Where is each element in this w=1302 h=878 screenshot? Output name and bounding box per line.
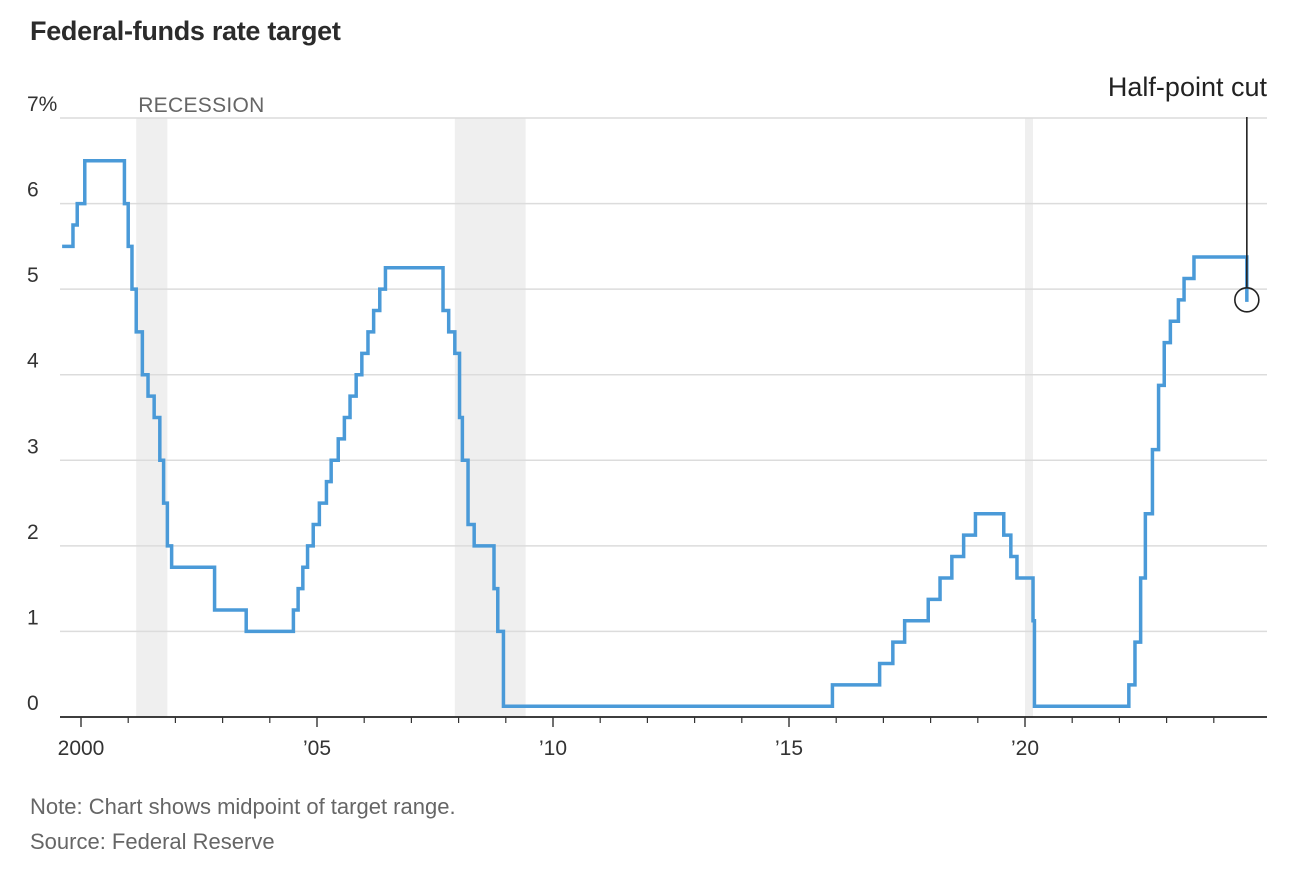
series — [62, 159, 1249, 709]
x-tick-label: ’10 — [539, 737, 567, 760]
x-tick-label: ’20 — [1011, 737, 1039, 760]
x-axis-labels: 2000 ’05 ’10 ’15 ’20 — [58, 737, 1039, 760]
y-tick-label: 6 — [27, 179, 39, 202]
annotation-label: Half-point cut — [1108, 72, 1268, 102]
recession-band — [454, 118, 526, 717]
chart-note: Note: Chart shows midpoint of target ran… — [30, 794, 456, 819]
y-tick-label: 5 — [27, 264, 39, 287]
chart-title: Federal-funds rate target — [30, 16, 341, 46]
x-tick-label: ’15 — [775, 737, 803, 760]
x-tick-label: ’05 — [303, 737, 331, 760]
y-axis-labels: 0 1 2 3 4 5 6 7% — [27, 93, 57, 715]
y-tick-label: 7% — [27, 93, 57, 116]
gridlines — [60, 117, 1267, 633]
recession-band — [136, 118, 168, 717]
y-tick-label: 3 — [27, 435, 39, 458]
y-tick-label: 0 — [27, 692, 39, 715]
recession-band — [1025, 118, 1034, 717]
x-axis — [60, 716, 1267, 727]
y-tick-label: 1 — [27, 606, 39, 629]
annotation-marker — [1234, 287, 1260, 313]
chart-source: Source: Federal Reserve — [30, 829, 275, 854]
recession-bands: RECESSION — [136, 94, 1034, 717]
y-tick-label: 4 — [27, 350, 39, 373]
series-line — [62, 159, 1249, 709]
x-tick-label: 2000 — [58, 737, 105, 760]
annotation: Half-point cut — [1108, 72, 1268, 313]
recession-label: RECESSION — [138, 94, 264, 117]
y-tick-label: 2 — [27, 521, 39, 544]
